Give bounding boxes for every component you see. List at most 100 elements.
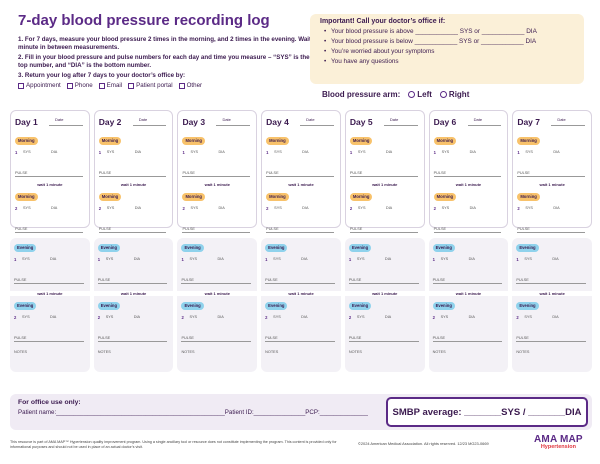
sys-field[interactable]: SYS <box>356 257 365 261</box>
pulse-field[interactable]: PULSE <box>348 336 419 342</box>
return-option-appointment[interactable]: Appointment <box>18 82 61 90</box>
pulse-field[interactable]: PULSE <box>266 171 334 177</box>
sys-field[interactable]: SYS <box>356 315 365 319</box>
dia-field[interactable]: DIA <box>552 315 559 319</box>
pulse-field[interactable]: PULSE <box>181 336 252 342</box>
sys-field[interactable]: SYS <box>189 257 198 261</box>
sys-field[interactable]: SYS <box>23 150 31 154</box>
date-field[interactable] <box>467 125 502 126</box>
sys-field[interactable]: SYS <box>190 150 199 154</box>
pulse-field[interactable]: PULSE <box>266 227 334 233</box>
dia-field[interactable]: DIA <box>302 206 309 210</box>
sys-field[interactable]: SYS <box>440 315 449 319</box>
dia-field[interactable]: DIA <box>301 257 308 261</box>
date-field[interactable] <box>300 125 334 126</box>
date-field[interactable] <box>551 125 586 126</box>
radio-icon[interactable] <box>439 91 447 99</box>
sys-field[interactable]: SYS <box>273 315 281 319</box>
dia-field[interactable]: DIA <box>384 257 392 261</box>
dia-field[interactable]: DIA <box>217 257 224 261</box>
dia-field[interactable]: DIA <box>50 257 57 261</box>
pulse-field[interactable]: PULSE <box>98 227 167 233</box>
pulse-field[interactable]: PULSE <box>517 171 586 177</box>
notes-field[interactable]: NOTES <box>516 350 530 354</box>
return-option-phone[interactable]: Phone <box>66 82 93 90</box>
pulse-field[interactable]: PULSE <box>265 278 335 284</box>
dia-field[interactable]: DIA <box>553 206 560 210</box>
date-field[interactable] <box>49 125 83 126</box>
dia-field[interactable]: DIA <box>133 315 141 319</box>
dia-field[interactable]: DIA <box>134 150 142 154</box>
dia-field[interactable]: DIA <box>385 150 393 154</box>
notes-field[interactable]: NOTES <box>97 350 111 354</box>
dia-field[interactable]: DIA <box>302 150 309 154</box>
sys-field[interactable]: SYS <box>273 257 281 261</box>
notes-field[interactable]: NOTES <box>14 350 28 354</box>
dia-field[interactable]: DIA <box>133 257 141 261</box>
date-field[interactable] <box>383 125 418 126</box>
sys-field[interactable]: SYS <box>525 150 533 154</box>
dia-field[interactable]: DIA <box>51 150 58 154</box>
sys-field[interactable]: SYS <box>23 206 31 210</box>
smbp-average-box[interactable]: SMBP average: _______SYS / _______DIA <box>386 397 588 427</box>
checkbox-icon[interactable] <box>98 83 105 89</box>
arm-right-option[interactable]: Right <box>439 90 469 99</box>
return-option-other[interactable]: Other <box>178 82 202 90</box>
checkbox-icon[interactable] <box>66 83 73 89</box>
dia-field[interactable]: DIA <box>218 150 225 154</box>
dia-field[interactable]: DIA <box>217 315 224 319</box>
pulse-field[interactable]: PULSE <box>14 278 84 284</box>
sys-field[interactable]: SYS <box>357 150 366 154</box>
notes-field[interactable]: NOTES <box>348 350 362 354</box>
notes-field[interactable]: NOTES <box>432 350 446 354</box>
pulse-field[interactable]: PULSE <box>432 278 503 284</box>
sys-field[interactable]: SYS <box>105 315 114 319</box>
pulse-field[interactable]: PULSE <box>432 336 503 342</box>
sys-field[interactable]: SYS <box>105 257 114 261</box>
dia-field[interactable]: DIA <box>552 257 559 261</box>
pulse-field[interactable]: PULSE <box>348 278 419 284</box>
pulse-field[interactable]: PULSE <box>14 336 84 342</box>
sys-field[interactable]: SYS <box>189 315 198 319</box>
pulse-field[interactable]: PULSE <box>516 278 587 284</box>
arm-left-option[interactable]: Left <box>408 90 432 99</box>
pulse-field[interactable]: PULSE <box>182 227 251 233</box>
sys-field[interactable]: SYS <box>274 206 282 210</box>
checkbox-icon[interactable] <box>178 83 185 89</box>
pulse-field[interactable]: PULSE <box>349 227 418 233</box>
sys-field[interactable]: SYS <box>441 150 450 154</box>
dia-field[interactable]: DIA <box>134 206 142 210</box>
pulse-field[interactable]: PULSE <box>97 336 168 342</box>
office-fields[interactable]: Patient name:___________________________… <box>18 409 368 416</box>
pulse-field[interactable]: PULSE <box>15 171 83 177</box>
checkbox-icon[interactable] <box>128 83 135 89</box>
dia-field[interactable]: DIA <box>469 206 476 210</box>
sys-field[interactable]: SYS <box>524 257 532 261</box>
sys-field[interactable]: SYS <box>440 257 449 261</box>
notes-field[interactable]: NOTES <box>265 350 279 354</box>
dia-field[interactable]: DIA <box>218 206 225 210</box>
sys-field[interactable]: SYS <box>22 257 30 261</box>
pulse-field[interactable]: PULSE <box>433 227 502 233</box>
notes-field[interactable]: NOTES <box>181 350 195 354</box>
pulse-field[interactable]: PULSE <box>265 336 335 342</box>
pulse-field[interactable]: PULSE <box>516 336 587 342</box>
pulse-field[interactable]: PULSE <box>97 278 168 284</box>
pulse-field[interactable]: PULSE <box>15 227 83 233</box>
dia-field[interactable]: DIA <box>51 206 58 210</box>
return-option-patient-portal[interactable]: Patient portal <box>128 82 173 90</box>
sys-field[interactable]: SYS <box>274 150 282 154</box>
date-field[interactable] <box>132 125 167 126</box>
dia-field[interactable]: DIA <box>384 315 392 319</box>
dia-field[interactable]: DIA <box>385 206 393 210</box>
pulse-field[interactable]: PULSE <box>517 227 586 233</box>
date-field[interactable] <box>216 125 251 126</box>
checkbox-icon[interactable] <box>18 83 24 89</box>
sys-field[interactable]: SYS <box>524 315 532 319</box>
pulse-field[interactable]: PULSE <box>433 171 502 177</box>
dia-field[interactable]: DIA <box>301 315 308 319</box>
pulse-field[interactable]: PULSE <box>98 171 167 177</box>
return-option-email[interactable]: Email <box>98 82 122 90</box>
pulse-field[interactable]: PULSE <box>181 278 252 284</box>
radio-icon[interactable] <box>408 91 416 99</box>
